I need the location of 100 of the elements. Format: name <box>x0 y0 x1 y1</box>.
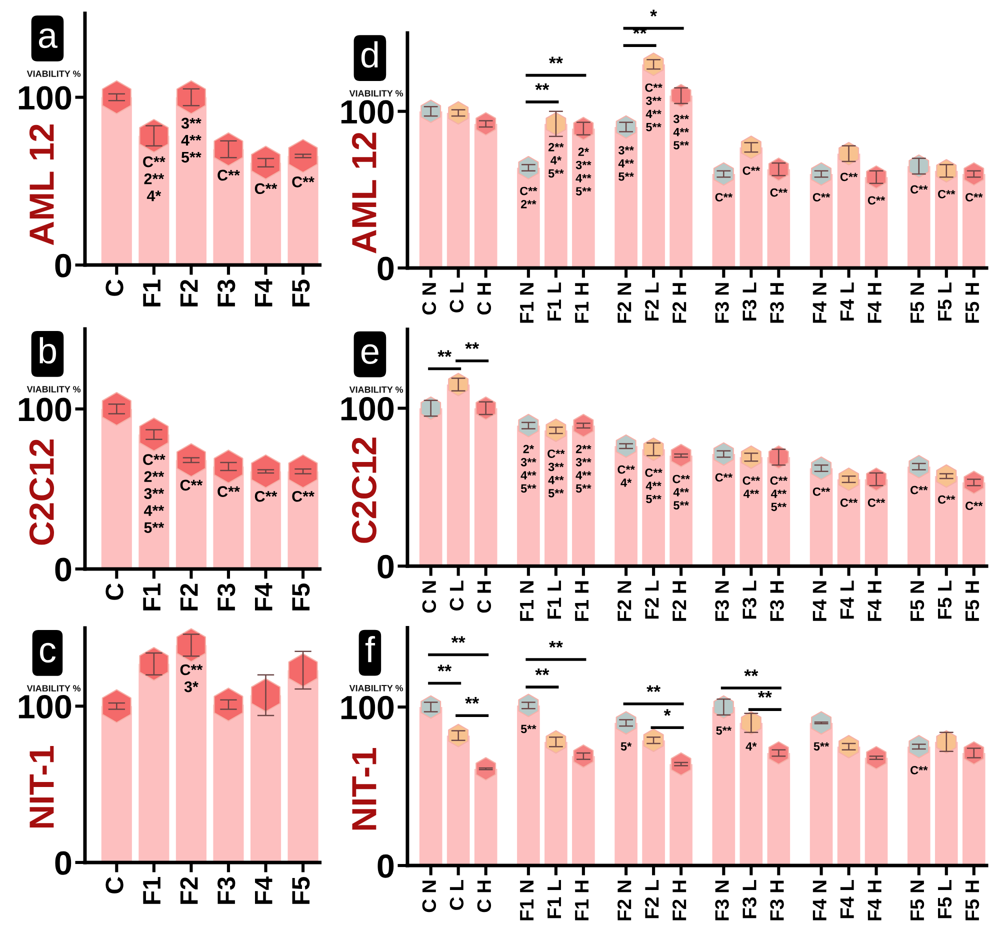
bar <box>101 408 132 569</box>
y-axis-title: NIT-1 <box>30 746 54 828</box>
x-tick-label: F1 H <box>575 283 588 323</box>
x-tick-label: F5 H <box>966 283 980 323</box>
annotation: C** <box>812 193 830 202</box>
x-tick-label: F2 <box>180 877 198 904</box>
x-tick-label: F5 <box>292 280 310 306</box>
y-tick-label: 0 <box>55 558 72 582</box>
chart-title: d <box>361 41 378 68</box>
x-tick-label: F5 L <box>938 880 952 918</box>
annotation: ** <box>535 83 550 90</box>
bar <box>213 704 244 862</box>
annotation: 5** <box>814 742 830 751</box>
annotation: C** <box>812 487 830 496</box>
annotation: C** <box>254 490 278 502</box>
annotation: C** <box>292 176 314 188</box>
annotation: C** <box>742 166 760 175</box>
bar <box>288 670 318 862</box>
annotation: C** <box>938 190 956 198</box>
annotation: ** <box>438 350 452 357</box>
annotation: C** <box>292 490 314 502</box>
x-tick-label: C H <box>477 581 492 613</box>
bar <box>213 149 244 266</box>
x-tick-label: F1 L <box>548 880 561 918</box>
x-tick-label: F3 L <box>742 282 756 321</box>
y-tick-label: 0 <box>55 254 72 278</box>
x-tick-label: F1 H <box>575 880 588 920</box>
x-tick-label: C L <box>450 580 464 611</box>
x-tick-label: F1 N <box>520 581 534 621</box>
x-tick-label: F1 N <box>520 880 534 920</box>
x-tick-label: F3 <box>217 584 236 610</box>
x-tick-label: C <box>106 280 124 296</box>
y-axis-title: C2C12 <box>352 438 376 543</box>
text: VIABILITY % <box>349 684 404 692</box>
annotation: C** <box>218 486 240 497</box>
annotation: C** 3** 4** 5** <box>645 83 662 132</box>
x-tick-label: C N <box>422 581 436 613</box>
bar <box>101 706 132 862</box>
y-axis-title: AML 12 <box>29 124 54 246</box>
x-tick-label: F5 L <box>938 580 952 619</box>
x-tick-label: F1 <box>143 584 160 610</box>
annotation: 2** 3** 4** 5** <box>576 444 592 493</box>
annotation: ** <box>465 342 480 350</box>
x-tick-label: F1 <box>143 280 160 306</box>
point <box>102 689 132 724</box>
x-tick-label: F4 <box>255 582 272 610</box>
x-tick-label: F5 <box>292 877 310 904</box>
annotation: 3** 4** 5** <box>181 118 202 163</box>
chart-title: a <box>38 28 58 48</box>
y-tick-label: 100 <box>341 100 394 124</box>
annotation: C** <box>966 502 983 510</box>
annotation: ** <box>465 697 480 704</box>
x-tick-label: F2 H <box>672 283 686 323</box>
bar <box>101 97 132 266</box>
text: VIABILITY % <box>349 90 404 97</box>
annotation: C** <box>180 480 203 491</box>
x-tick-label: F1 <box>143 877 160 904</box>
x-tick-label: F4 N <box>812 581 826 621</box>
annotation: C** <box>840 498 858 507</box>
annotation: C** <box>910 185 928 194</box>
text: VIABILITY % <box>26 386 81 392</box>
x-tick-label: F4 H <box>868 880 882 920</box>
x-tick-label: F3 H <box>770 283 784 323</box>
y-tick-label: 0 <box>378 854 394 878</box>
y-tick-label: 100 <box>341 397 394 421</box>
x-tick-label: F1 L <box>548 580 561 619</box>
x-tick-label: C <box>106 877 124 894</box>
x-tick-label: F2 N <box>618 581 632 621</box>
x-tick-label: F3 H <box>770 581 784 621</box>
point <box>250 454 281 488</box>
x-tick-label: F3 <box>217 280 236 306</box>
y-tick-label: 0 <box>378 256 394 280</box>
bar <box>250 695 282 862</box>
bar <box>176 97 206 266</box>
x-tick-label: F3 L <box>742 880 756 918</box>
chart-title: b <box>40 337 56 364</box>
x-tick-label: F4 N <box>812 880 826 920</box>
annotation: C** <box>868 196 886 205</box>
x-tick-label: F5 H <box>966 581 980 621</box>
annotation: C** 3** 4** 5** <box>548 450 565 498</box>
x-tick-label: F3 N <box>715 880 729 920</box>
x-tick-label: C N <box>422 283 436 315</box>
annotation: ** <box>438 664 452 672</box>
x-tick-label: F3 H <box>770 880 784 920</box>
annotation: C** <box>840 172 858 182</box>
annotation: C** 4** 5** <box>672 474 690 510</box>
x-tick-label: F2 <box>180 584 198 610</box>
x-tick-label: F5 N <box>910 283 924 323</box>
annotation: C** <box>910 486 928 494</box>
x-tick-label: F3 N <box>715 283 729 323</box>
chart-title: c <box>40 642 56 663</box>
annotation: ** <box>646 685 661 692</box>
annotation: C** <box>910 766 928 774</box>
annotation: 2** 4* 5** <box>548 142 564 178</box>
x-tick-label: F2 L <box>645 580 659 619</box>
annotation: C** <box>218 170 240 181</box>
y-tick-label: 0 <box>55 851 72 875</box>
text: VIABILITY % <box>26 685 81 692</box>
annotation: C** 2** 3** 4** 5** <box>143 454 166 534</box>
annotation: C** <box>715 473 733 482</box>
